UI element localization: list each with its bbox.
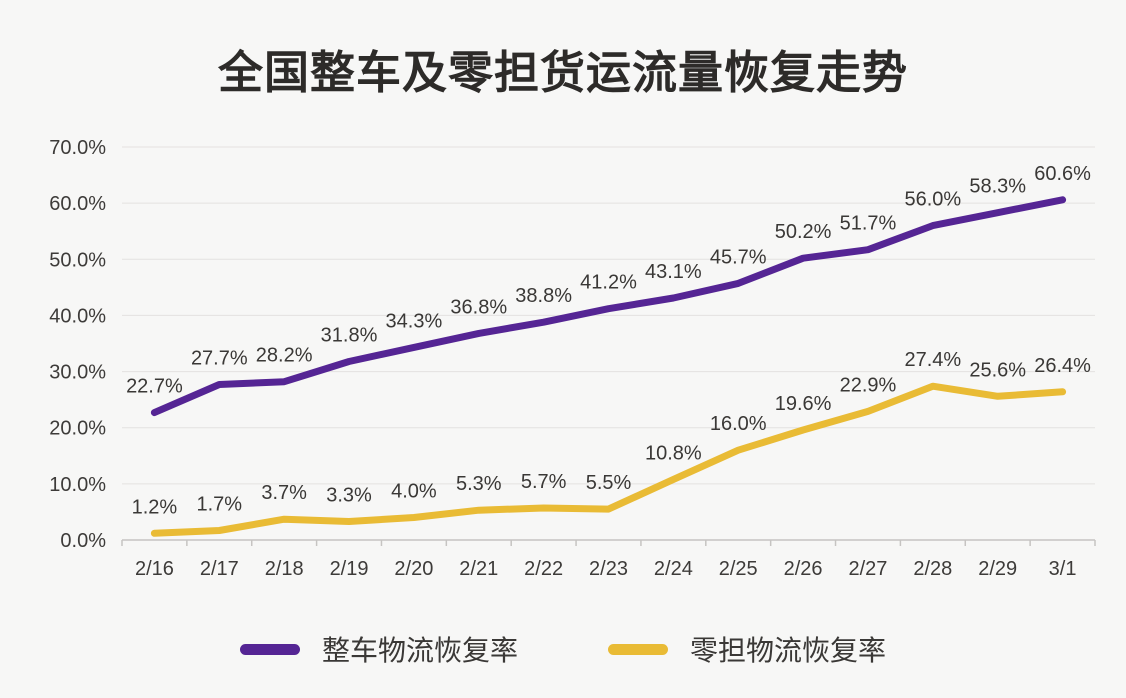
data-label: 22.9%: [840, 374, 897, 396]
data-label: 27.4%: [904, 349, 961, 371]
data-label: 3.7%: [261, 482, 307, 504]
legend-label-ftl: 整车物流恢复率: [321, 635, 518, 666]
legend-swatch-ltl: [608, 643, 668, 655]
y-tick-label: 20.0%: [49, 418, 106, 440]
data-label: 36.8%: [450, 296, 507, 318]
x-tick-label: 3/1: [1049, 558, 1077, 580]
chart-title: 全国整车及零担货运流量恢复走势: [217, 47, 908, 98]
data-label: 5.5%: [586, 472, 632, 494]
data-label: 51.7%: [840, 213, 897, 235]
legend-swatch-ftl: [239, 643, 300, 655]
data-label: 1.7%: [197, 493, 243, 515]
data-label: 1.2%: [132, 496, 178, 518]
data-label: 34.3%: [386, 310, 443, 332]
x-tick-label: 2/19: [330, 558, 369, 580]
data-label: 50.2%: [775, 221, 832, 243]
data-label: 41.2%: [580, 272, 637, 294]
legend-item-ftl[interactable]: 整车物流恢复率: [239, 629, 518, 669]
x-tick-label: 2/20: [394, 558, 433, 580]
data-label: 25.6%: [969, 359, 1026, 381]
series-line-1: [150, 382, 1067, 537]
data-label: 60.6%: [1034, 163, 1091, 185]
data-label: 28.2%: [256, 345, 313, 367]
y-tick-label: 70.0%: [49, 137, 106, 159]
y-tick-label: 60.0%: [49, 193, 106, 215]
legend-item-ltl[interactable]: 零担物流恢复率: [608, 629, 886, 669]
data-label: 31.8%: [321, 324, 378, 346]
y-tick-label: 40.0%: [49, 305, 106, 327]
x-tick-label: 2/23: [589, 558, 628, 580]
x-tick-label: 2/21: [459, 558, 498, 580]
data-label: 38.8%: [515, 285, 572, 307]
y-tick-label: 0.0%: [60, 530, 106, 552]
y-tick-label: 10.0%: [49, 474, 106, 496]
data-label: 56.0%: [904, 189, 961, 211]
data-label: 3.3%: [326, 484, 372, 506]
data-label: 5.3%: [456, 473, 502, 495]
x-tick-label: 2/24: [654, 558, 693, 580]
x-tick-label: 2/29: [978, 558, 1017, 580]
y-tick-label: 50.0%: [49, 249, 106, 271]
data-label: 22.7%: [126, 376, 183, 398]
data-label: 5.7%: [521, 471, 567, 493]
data-label: 16.0%: [710, 413, 767, 435]
x-tick-label: 2/27: [848, 558, 887, 580]
x-tick-label: 2/22: [524, 558, 563, 580]
x-tick-label: 2/28: [913, 558, 952, 580]
data-label: 58.3%: [969, 176, 1026, 198]
data-label: 19.6%: [775, 393, 832, 415]
data-label: 45.7%: [710, 246, 767, 268]
data-label: 43.1%: [645, 261, 702, 283]
data-label: 10.8%: [645, 442, 702, 464]
x-tick-label: 2/16: [135, 558, 174, 580]
data-label: 27.7%: [191, 347, 248, 369]
x-tick-label: 2/26: [784, 558, 823, 580]
data-label: 4.0%: [391, 481, 437, 503]
x-tick-label: 2/18: [265, 558, 304, 580]
x-tick-label: 2/25: [719, 558, 758, 580]
data-label: 26.4%: [1034, 355, 1091, 377]
y-tick-label: 30.0%: [49, 362, 106, 384]
series-line-0: [150, 196, 1067, 417]
legend: 整车物流恢复率 零担物流恢复率: [0, 629, 1126, 669]
legend-label-ltl: 零担物流恢复率: [690, 635, 887, 666]
x-tick-label: 2/17: [200, 558, 239, 580]
